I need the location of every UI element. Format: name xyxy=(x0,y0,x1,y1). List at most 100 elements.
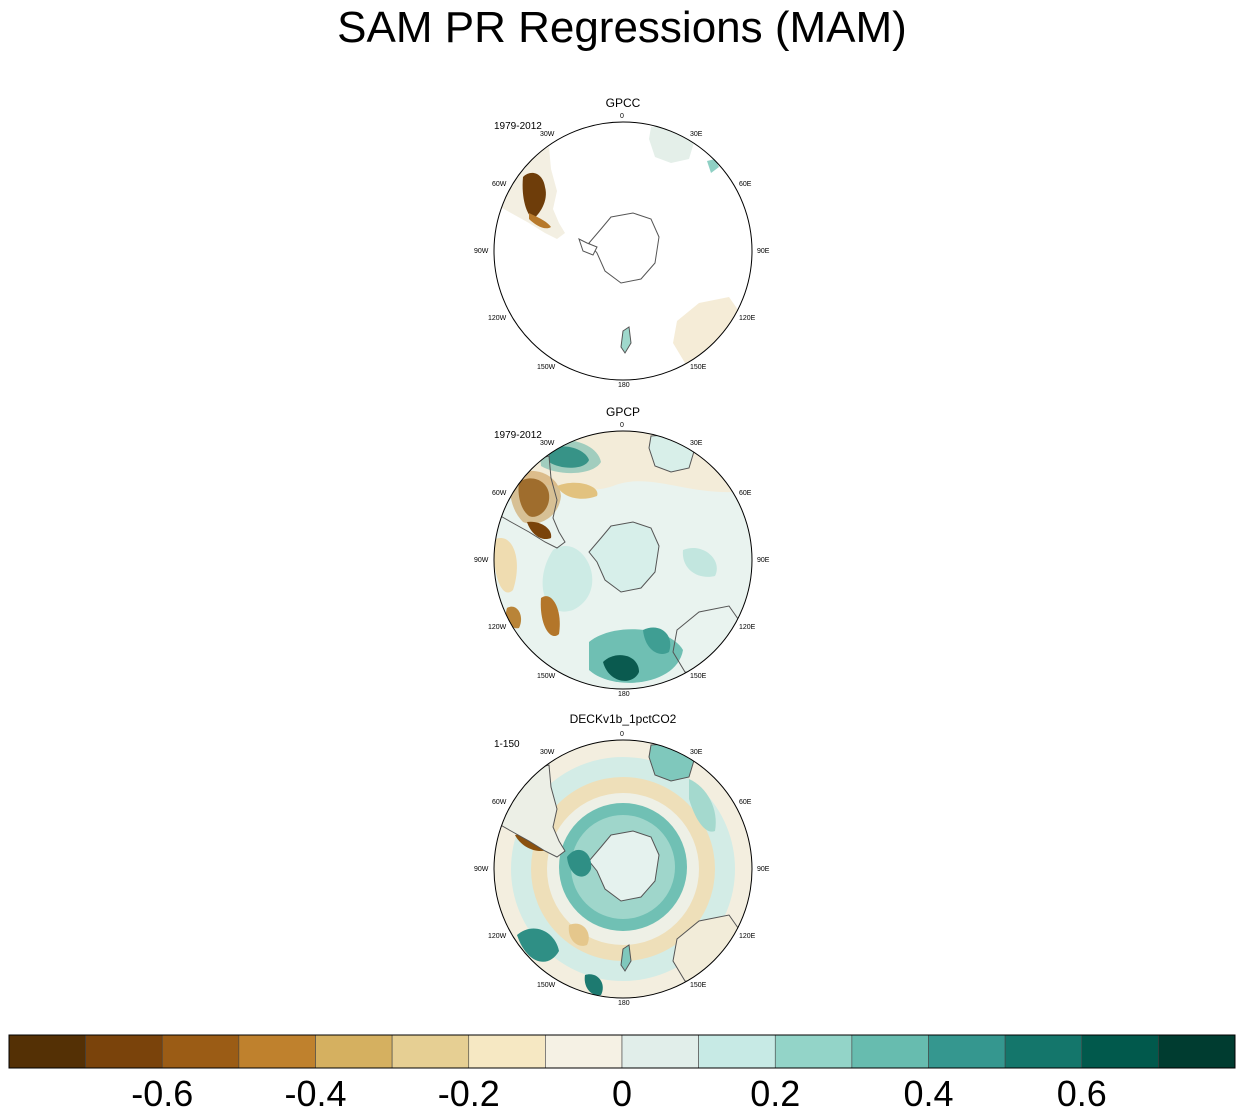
period-label-gpcc: 1979-2012 xyxy=(494,121,542,132)
lon-label-90w: 90W xyxy=(474,557,489,564)
colorbar-box xyxy=(391,1034,470,1069)
lon-label-90w: 90W xyxy=(474,248,489,255)
southern-africa-land xyxy=(649,125,695,163)
new-zealand-land xyxy=(620,944,632,972)
peninsula-wet-anomaly xyxy=(567,849,592,877)
new-zealand-land xyxy=(620,326,632,354)
madagascar-land xyxy=(707,159,719,173)
lon-label-180: 180 xyxy=(618,691,630,698)
field-patch-dry xyxy=(494,538,517,593)
lon-label-120e: 120E xyxy=(739,624,756,631)
pacific-wet-small xyxy=(584,974,603,996)
lon-label-90e: 90E xyxy=(757,557,770,564)
pacific-dry-patch xyxy=(568,923,589,946)
lon-label-0: 0 xyxy=(620,113,624,120)
patagonia-dry-halo xyxy=(529,213,551,229)
lon-label-60w: 60W xyxy=(492,799,507,806)
antarctica-land xyxy=(588,212,660,284)
colorbar xyxy=(8,1034,1236,1069)
colorbar-box xyxy=(928,1034,1006,1069)
colorbar-box xyxy=(161,1034,240,1069)
south-america-outline xyxy=(496,455,566,549)
polar-map-gpcp xyxy=(493,430,753,690)
panel-title-model: DECKv1b_1pctCO2 xyxy=(569,712,677,726)
lon-label-180: 180 xyxy=(618,382,630,389)
lon-label-60e: 60E xyxy=(739,490,752,497)
lon-label-30e: 30E xyxy=(690,440,703,447)
colorbar-tick-label: 0.4 xyxy=(903,1073,954,1114)
colorbar-tick-label: 0 xyxy=(611,1073,633,1114)
lon-label-60w: 60W xyxy=(492,181,507,188)
colorbar-tick-label: 0.2 xyxy=(750,1073,801,1114)
period-label-gpcp: 1979-2012 xyxy=(494,430,542,441)
lon-label-150e: 150E xyxy=(690,364,707,371)
lon-label-180: 180 xyxy=(618,1000,630,1007)
lon-label-90e: 90E xyxy=(757,866,770,873)
tasman-wet-anomaly xyxy=(643,627,671,654)
lon-label-0: 0 xyxy=(620,731,624,738)
patagonia-dry-anomaly xyxy=(522,172,546,219)
lon-label-30w: 30W xyxy=(540,131,555,138)
period-label-model: 1-150 xyxy=(494,739,520,750)
lon-label-150e: 150E xyxy=(690,982,707,989)
lon-label-30e: 30E xyxy=(690,749,703,756)
southern-africa-land xyxy=(648,433,696,473)
lon-label-60e: 60E xyxy=(739,181,752,188)
colorbar-border xyxy=(8,1034,1236,1069)
lon-label-120w: 120W xyxy=(488,624,507,631)
colorbar-box xyxy=(545,1034,623,1069)
polar-map-gpcc xyxy=(493,121,753,381)
pacific-dry-anomaly xyxy=(540,596,560,637)
lon-label-90w: 90W xyxy=(474,866,489,873)
lon-label-150w: 150W xyxy=(537,673,556,680)
map-boundary xyxy=(493,739,753,999)
colorbar-tick-label: -0.4 xyxy=(284,1073,347,1114)
lon-label-150w: 150W xyxy=(537,982,556,989)
lon-label-150e: 150E xyxy=(690,673,707,680)
colorbar-box xyxy=(1081,1034,1159,1069)
south-atlantic-dry-band xyxy=(557,482,598,499)
indian-ocean-wet-patch xyxy=(682,548,717,577)
map-boundary xyxy=(493,430,753,690)
lon-label-120w: 120W xyxy=(488,315,507,322)
lon-label-60w: 60W xyxy=(492,490,507,497)
southern-ocean-wet-core xyxy=(603,655,639,681)
panel-title-gpcp: GPCP xyxy=(605,405,640,419)
lon-label-120e: 120E xyxy=(739,315,756,322)
colorbar-box xyxy=(468,1034,546,1069)
lon-label-90e: 90E xyxy=(757,248,770,255)
antarctica-land xyxy=(588,521,660,593)
lon-label-120e: 120E xyxy=(739,933,756,940)
lon-label-0: 0 xyxy=(620,422,624,429)
southern-africa-wet xyxy=(648,742,696,782)
pacific-wet-anomaly xyxy=(517,928,559,962)
lon-label-30w: 30W xyxy=(540,749,555,756)
colorbar-box xyxy=(1158,1034,1236,1069)
field-patch-wet xyxy=(542,545,593,612)
colorbar-box xyxy=(698,1034,776,1069)
antarctic-interior xyxy=(588,830,660,902)
colorbar-box xyxy=(851,1034,929,1069)
panel-title-gpcc: GPCC xyxy=(605,96,641,110)
patagonia-dry-halo xyxy=(510,470,561,524)
colorbar-box xyxy=(85,1034,163,1069)
lon-label-120w: 120W xyxy=(488,933,507,940)
colorbar-tick-label: -0.2 xyxy=(437,1073,500,1114)
polar-map-model xyxy=(493,739,753,999)
colorbar-tick-label: -0.6 xyxy=(131,1073,194,1114)
chart-title: SAM PR Regressions (MAM) xyxy=(337,3,907,52)
lon-label-30e: 30E xyxy=(690,131,703,138)
colorbar-box xyxy=(621,1034,699,1069)
chile-dry-anomaly xyxy=(527,521,552,540)
colorbar-box xyxy=(8,1034,86,1069)
colorbar-box xyxy=(1004,1034,1083,1069)
colorbar-box xyxy=(238,1034,316,1069)
lon-label-60e: 60E xyxy=(739,799,752,806)
map-boundary xyxy=(493,121,753,381)
lon-label-150w: 150W xyxy=(537,364,556,371)
indian-ocean-wet-band xyxy=(689,779,716,832)
colorbar-tick-label: 0.6 xyxy=(1056,1073,1107,1114)
lon-label-30w: 30W xyxy=(540,440,555,447)
antarctic-peninsula xyxy=(578,238,598,256)
colorbar-box xyxy=(774,1034,853,1069)
